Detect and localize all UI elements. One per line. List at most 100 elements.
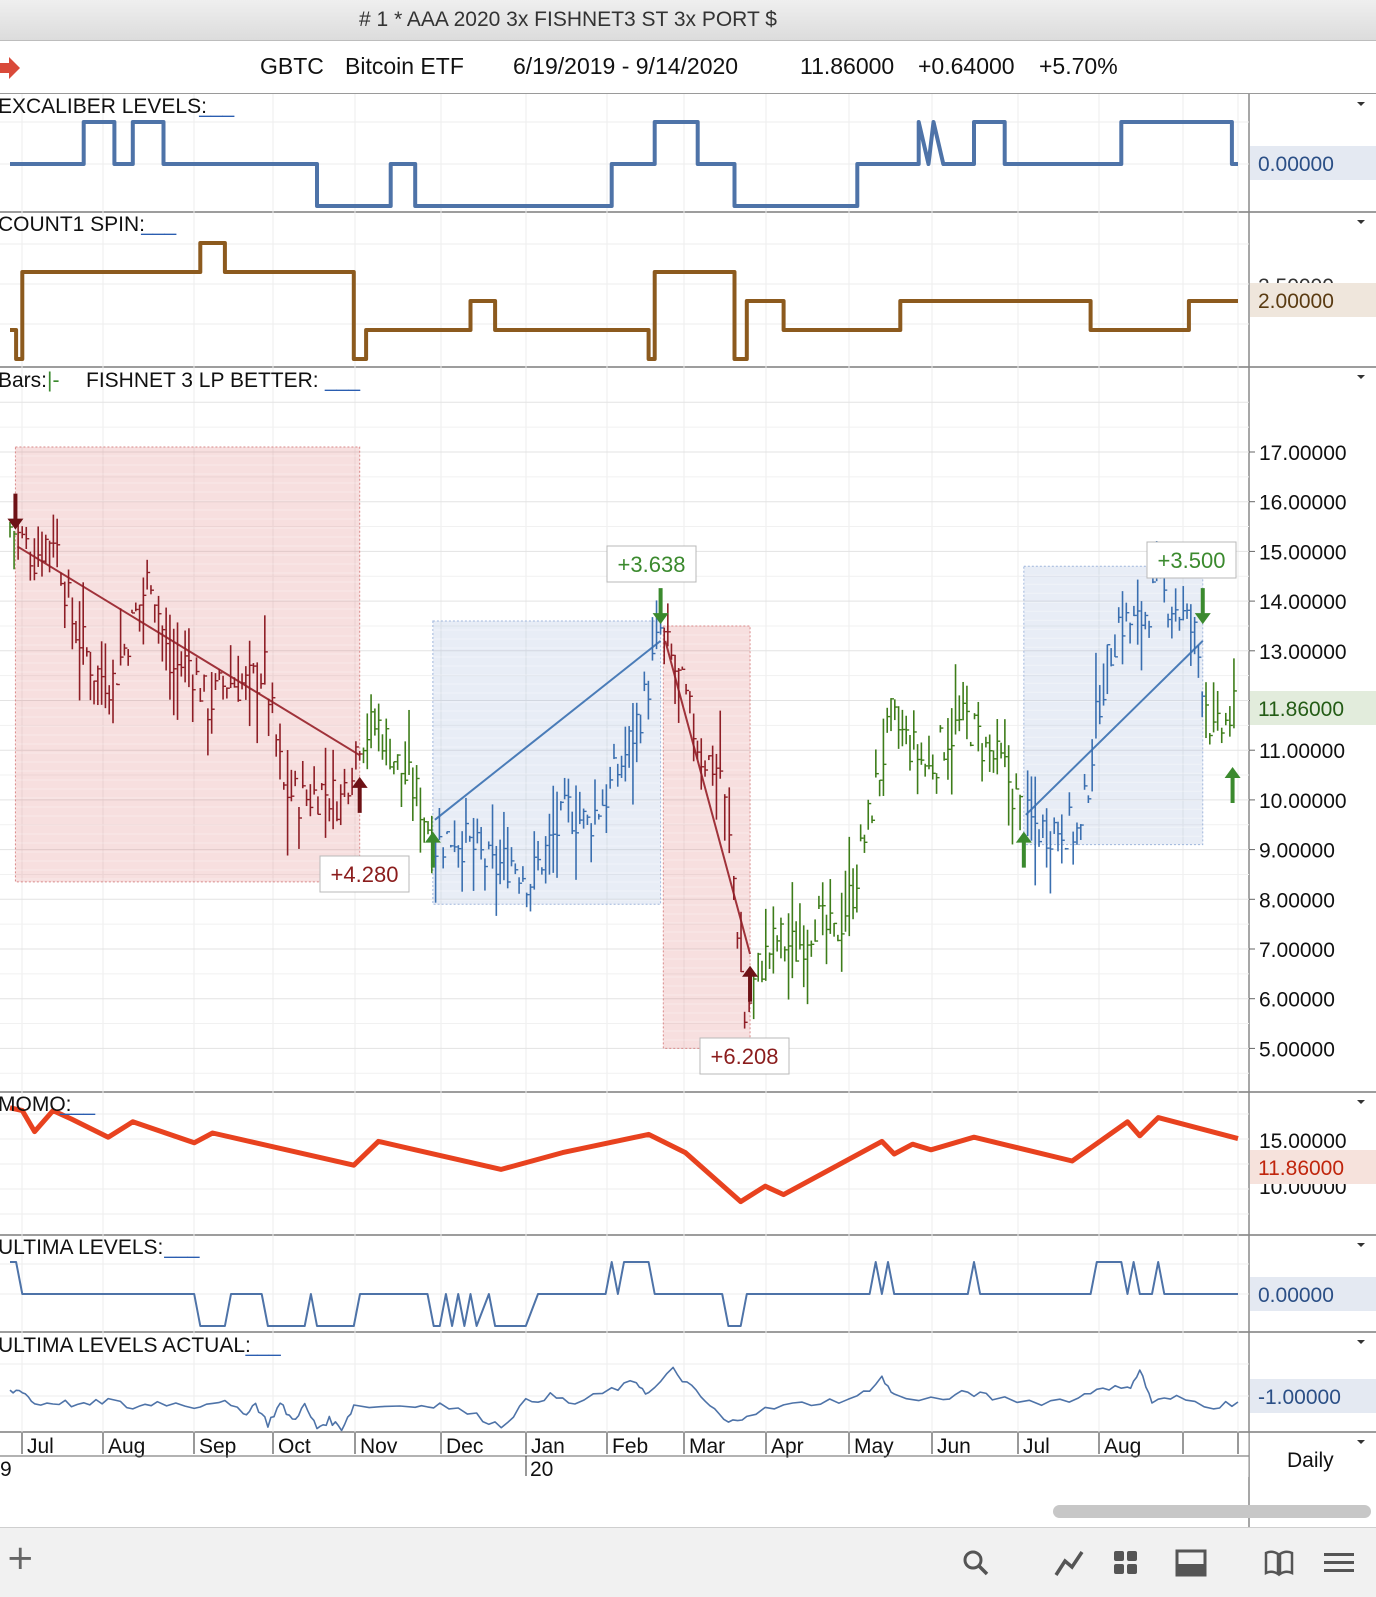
price-tick-label: 11.00000 (1259, 740, 1345, 763)
timeframe-label[interactable]: Daily (1287, 1449, 1334, 1472)
time-tick-label: Aug (108, 1435, 145, 1458)
last-price-value-bg (1250, 691, 1376, 725)
year-label: 20 (530, 1458, 553, 1481)
fishnet-title: FISHNET 3 LP BETTER: (86, 369, 319, 392)
count1-value: 2.00000 (1258, 290, 1334, 313)
panel-title: MOMO: (0, 1093, 72, 1116)
quote-symbol: GBTC (260, 53, 324, 79)
trade-box (1023, 565, 1204, 846)
panel-menu-chevron-icon[interactable] (1357, 1243, 1365, 1247)
time-tick-label: Feb (612, 1435, 648, 1458)
price-tick-label: 6.00000 (1259, 989, 1335, 1012)
trade-box (14, 446, 361, 883)
time-tick-label: Mar (689, 1435, 725, 1458)
panel-title: ULTIMA LEVELS: (0, 1236, 163, 1259)
price-tick-label: 10.00000 (1259, 790, 1347, 813)
timeframe-chevron-icon[interactable] (1357, 1440, 1365, 1444)
menu-icon[interactable] (1323, 1550, 1355, 1576)
main-panel-title: Bars: |- FISHNET 3 LP BETTER: ___ (0, 369, 360, 392)
book-icon[interactable] (1263, 1549, 1295, 1577)
trade-label: +3.638 (618, 552, 686, 577)
momo-line (9, 1105, 1239, 1205)
panel-title: EXCALIBER LEVELS: (0, 95, 207, 118)
time-tick-label: Jul (1023, 1435, 1050, 1458)
time-tick-label: Jul (27, 1435, 54, 1458)
price-tick-label: 16.00000 (1259, 492, 1347, 515)
red-arrow-icon[interactable] (0, 55, 22, 81)
quote-name: Bitcoin ETF (345, 53, 464, 79)
panel-menu-chevron-icon[interactable] (1357, 1100, 1365, 1104)
trade-box (662, 625, 751, 1049)
quote-change: +0.64000 (918, 53, 1015, 79)
ultima-value: 0.00000 (1258, 1284, 1334, 1307)
signal-up-arrow-icon (1224, 766, 1241, 803)
panel-title-ultima: ULTIMA LEVELS: ___ (0, 1236, 200, 1259)
panel-menu-chevron-icon[interactable] (1357, 220, 1365, 224)
trade-line (434, 640, 662, 821)
time-tick-label: Apr (771, 1435, 804, 1458)
price-tick-label: 8.00000 (1259, 889, 1335, 912)
panel-menu-chevron-icon[interactable] (1357, 375, 1365, 379)
ultima-value-bg (1250, 1277, 1376, 1311)
window-title: # 1 * AAA 2020 3x FISHNET3 ST 3x PORT $ (359, 8, 777, 31)
fishnet-title-blank: ___ (324, 369, 360, 392)
signal-up-arrow-icon (424, 831, 441, 868)
panel-icon[interactable] (1175, 1549, 1207, 1577)
panel-menu-chevron-icon[interactable] (1357, 102, 1365, 106)
time-tick-label: Oct (278, 1435, 311, 1458)
trade-label-box (606, 545, 697, 583)
trade-label-box (699, 1037, 790, 1075)
panel-title-blank: ___ (140, 213, 176, 236)
price-bars (9, 514, 1237, 1029)
excaliber-value-bg (1250, 146, 1376, 180)
bars-label: Bars: (0, 369, 47, 392)
ultima-line (10, 1261, 1238, 1327)
panel-title: COUNT1 SPIN: (0, 213, 145, 236)
panel-title-blank: ___ (59, 1093, 95, 1116)
trade-label: +3.500 (1158, 548, 1226, 573)
chart-background (0, 94, 1376, 1528)
price-tick-label: 7.00000 (1259, 939, 1335, 962)
grid-icon[interactable] (1112, 1549, 1140, 1577)
price-tick-label: 9.00000 (1259, 840, 1335, 863)
panel-title-excaliber: EXCALIBER LEVELS:___ (0, 95, 235, 118)
quote-pct: +5.70% (1039, 53, 1118, 79)
signal-down-arrow-icon (7, 493, 24, 530)
ultima-actual-line (9, 1366, 1239, 1432)
window-titlebar: # 1 * AAA 2020 3x FISHNET3 ST 3x PORT $ (0, 0, 1376, 41)
excaliber-value: 0.00000 (1258, 153, 1334, 176)
panel-title: ULTIMA LEVELS ACTUAL: (0, 1334, 251, 1357)
ultima-actual-value-bg (1250, 1379, 1376, 1413)
excaliber-line (10, 120, 1238, 208)
ultima-actual-value: -1.00000 (1258, 1386, 1341, 1409)
bars-marker: |- (47, 369, 59, 392)
panel-title-momo: MOMO:___ (0, 1093, 95, 1116)
time-tick-label: Jun (937, 1435, 971, 1458)
quote-bar: GBTC Bitcoin ETF 6/19/2019 - 9/14/2020 1… (0, 41, 1376, 95)
trendline-icon[interactable] (1054, 1548, 1084, 1578)
trade-label: +6.208 (711, 1044, 779, 1069)
price-tick-label: 13.00000 (1259, 641, 1347, 664)
signal-up-arrow-icon (742, 965, 759, 1002)
quote-range: 6/19/2019 - 9/14/2020 (513, 53, 739, 79)
search-icon[interactable] (962, 1549, 990, 1577)
panel-title-blank: ___ (163, 1236, 199, 1259)
bottom-toolbar: + (0, 1527, 1376, 1597)
trade-line (1025, 640, 1204, 816)
horizontal-scrollbar[interactable] (1053, 1505, 1371, 1518)
price-tick-label: 15.00000 (1259, 541, 1347, 564)
time-tick-label: Nov (360, 1435, 398, 1458)
panel-title-blank: ___ (198, 95, 234, 118)
trade-label: +4.280 (331, 862, 399, 887)
momo-value-bg (1250, 1150, 1376, 1184)
price-tick-label: 17.00000 (1259, 442, 1347, 465)
panel-title-ultima_actual: ULTIMA LEVELS ACTUAL:___ (0, 1334, 281, 1357)
trade-box (432, 620, 662, 905)
signal-up-arrow-icon (1015, 831, 1032, 868)
panel-menu-chevron-icon[interactable] (1357, 1340, 1365, 1344)
trade-label-box (1146, 541, 1237, 579)
plus-icon[interactable]: + (6, 1538, 35, 1578)
panel-title-blank: ___ (245, 1334, 281, 1357)
last-price-value: 11.86000 (1258, 698, 1344, 721)
